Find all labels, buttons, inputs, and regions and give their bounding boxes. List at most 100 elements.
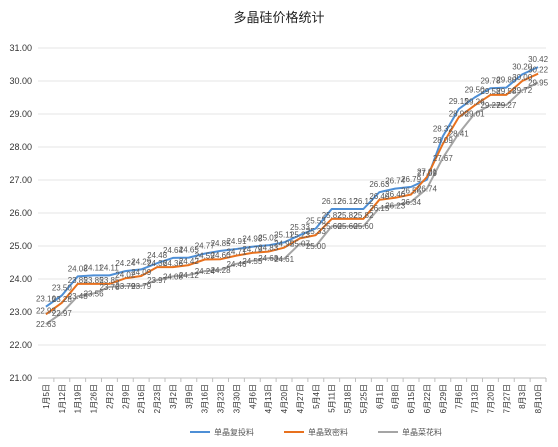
data-label: 24.60 (211, 251, 232, 260)
data-label: 22.63 (36, 320, 57, 329)
x-tick-label: 2月2日 (105, 384, 114, 409)
data-label: 29.80 (496, 76, 517, 85)
x-tick-label: 1月26日 (90, 384, 99, 413)
data-label: 30.42 (528, 55, 549, 64)
series-lines (45, 66, 539, 326)
data-label: 24.65 (179, 246, 200, 255)
data-label: 25.60 (322, 222, 343, 231)
data-labels: 23.1623.5024.0824.1124.1124.2424.2924.48… (36, 55, 549, 329)
gridlines (38, 47, 546, 379)
series-line (45, 66, 539, 308)
y-tick-label: 26.00 (9, 208, 32, 218)
data-label: 24.85 (211, 239, 232, 248)
data-label: 26.46 (385, 190, 406, 199)
data-label: 24.79 (242, 245, 263, 254)
x-tick-label: 5月18日 (344, 384, 353, 413)
data-label: 23.85 (84, 276, 105, 285)
data-label: 28.09 (433, 136, 454, 145)
data-label: 24.59 (195, 252, 216, 261)
data-label: 24.09 (131, 268, 152, 277)
data-label: 24.29 (131, 257, 152, 266)
data-label: 26.79 (401, 175, 422, 184)
x-tick-label: 4月27日 (296, 384, 305, 413)
x-tick-label: 8月3日 (518, 384, 527, 409)
data-label: 25.23 (290, 230, 311, 239)
data-label: 23.85 (99, 276, 120, 285)
data-label: 26.23 (385, 201, 406, 210)
series-line (45, 72, 539, 316)
data-label: 27.09 (417, 169, 438, 178)
x-axis-ticks: 1月5日 1月12日 1月19日 1月26日 2月2日 2月9日 2月16日 2月23日 3月2… (42, 378, 547, 413)
y-tick-label: 31.00 (9, 43, 32, 53)
data-label: 24.55 (242, 257, 263, 266)
data-label: 29.01 (465, 110, 486, 119)
data-label: 24.08 (163, 272, 184, 281)
data-label: 23.85 (68, 276, 89, 285)
data-label: 24.24 (195, 267, 216, 276)
data-label: 22.97 (52, 309, 73, 318)
data-label: 30.20 (512, 62, 533, 71)
data-label: 26.74 (385, 177, 406, 186)
data-label: 26.63 (369, 180, 390, 189)
data-label: 29.95 (528, 79, 549, 88)
y-tick-label: 22.00 (9, 340, 32, 350)
data-label: 24.12 (179, 271, 200, 280)
data-label: 25.60 (338, 222, 359, 231)
x-tick-label: 6月8日 (391, 384, 400, 409)
x-tick-label: 5月11日 (328, 384, 337, 413)
data-label: 25.60 (353, 222, 374, 231)
data-label: 26.15 (369, 204, 390, 213)
data-label: 26.56 (401, 187, 422, 196)
data-label: 24.46 (226, 260, 247, 269)
x-tick-label: 6月29日 (439, 384, 448, 413)
data-label: 29.15 (449, 97, 470, 106)
data-label: 25.82 (322, 211, 343, 220)
x-tick-label: 4月6日 (248, 384, 257, 409)
data-label: 24.36 (163, 259, 184, 268)
y-tick-label: 29.00 (9, 109, 32, 119)
legend-label: 单晶菜花料 (402, 427, 442, 437)
x-tick-label: 3月30日 (232, 384, 241, 413)
data-label: 23.50 (52, 284, 73, 293)
x-tick-label: 4月20日 (280, 384, 289, 413)
data-label: 24.42 (179, 257, 200, 266)
data-label: 29.26 (465, 97, 486, 106)
data-label: 25.82 (338, 211, 359, 220)
x-tick-label: 6月15日 (407, 384, 416, 413)
y-tick-label: 24.00 (9, 274, 32, 284)
legend-label: 单晶致密料 (308, 427, 348, 437)
data-label: 29.27 (480, 101, 501, 110)
x-tick-label: 2月16日 (137, 384, 146, 413)
x-tick-label: 7月6日 (455, 384, 464, 409)
data-label: 24.63 (258, 254, 279, 263)
data-label: 26.34 (401, 198, 422, 207)
data-label: 28.32 (433, 124, 454, 133)
x-tick-label: 8月10日 (534, 384, 543, 413)
x-tick-label: 4月13日 (264, 384, 273, 413)
data-label: 24.77 (195, 242, 216, 251)
data-label: 26.40 (369, 192, 390, 201)
x-tick-label: 1月12日 (58, 384, 67, 413)
data-label: 24.02 (115, 270, 136, 279)
data-label: 25.07 (290, 240, 311, 249)
x-tick-label: 6月22日 (423, 384, 432, 413)
data-label: 27.01 (417, 168, 438, 177)
x-tick-label: 5月4日 (312, 384, 321, 409)
data-label: 24.95 (274, 240, 295, 249)
y-tick-label: 30.00 (9, 76, 32, 86)
data-label: 29.50 (465, 86, 486, 95)
data-label: 29.58 (480, 87, 501, 96)
x-tick-label: 6月1日 (375, 384, 384, 409)
x-tick-label: 7月13日 (471, 384, 480, 413)
y-tick-label: 25.00 (9, 241, 32, 251)
y-axis-ticks: 21.00 22.00 23.00 24.00 25.00 26.00 27.00 28.00… (9, 43, 32, 383)
x-tick-label: 3月2日 (169, 384, 178, 409)
y-tick-label: 21.00 (9, 373, 32, 383)
x-tick-label: 7月27日 (502, 384, 511, 413)
y-tick-label: 27.00 (9, 175, 32, 185)
data-label: 24.91 (226, 237, 247, 246)
data-label: 25.33 (290, 223, 311, 232)
data-label: 23.48 (68, 292, 89, 301)
data-label: 24.83 (258, 244, 279, 253)
data-label: 29.27 (496, 101, 517, 110)
